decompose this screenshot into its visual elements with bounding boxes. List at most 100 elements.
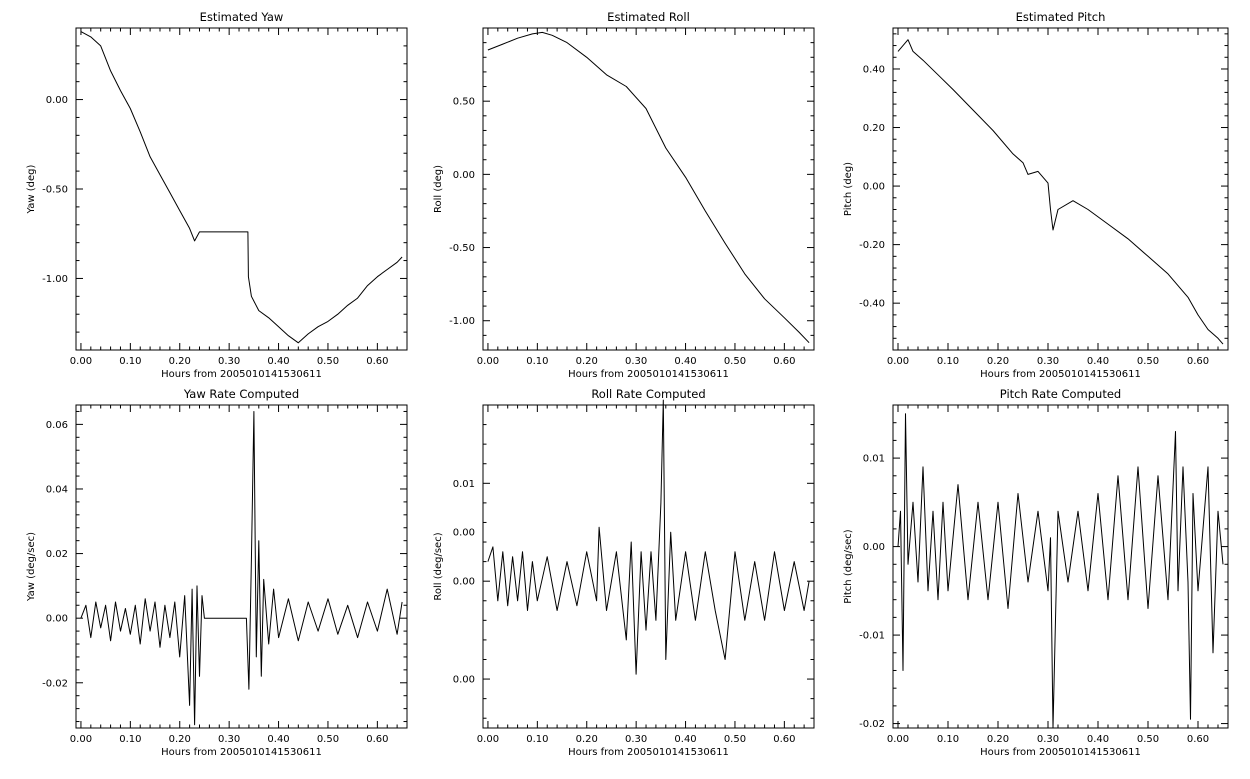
x-tick-label: 0.20 (576, 734, 598, 745)
y-tick-label: 0.00 (453, 577, 475, 588)
y-tick-label: -0.50 (42, 185, 68, 196)
chart-title: Estimated Yaw (200, 10, 284, 24)
chart-panel-1: 0.00 0.10 0.20 0.30 0.40 0.50 0.60 0.00 -0.50 -1.… (26, 10, 408, 380)
y-tick-label: 0.04 (46, 484, 68, 495)
x-tick-label: 0.60 (773, 356, 795, 367)
chart-panel-2: 0.00 0.10 0.20 0.30 0.40 0.50 0.60 0.50 0.00 -0.5… (433, 10, 815, 380)
x-tick-label: 0.10 (937, 356, 959, 367)
x-tick-label: 0.40 (1087, 356, 1109, 367)
y-tick-label: 0.20 (863, 123, 885, 134)
x-tick-label: 0.00 (477, 734, 499, 745)
y-tick-label: -0.01 (859, 631, 885, 642)
x-tick-label: 0.40 (674, 734, 696, 745)
y-tick-label: 0.00 (46, 95, 68, 106)
plot-frame (75, 404, 408, 729)
chart-title: Pitch Rate Computed (1000, 387, 1121, 401)
y-tick-label: 0.40 (863, 64, 885, 75)
x-tick-label: 0.60 (1187, 734, 1209, 745)
plot-frame (482, 404, 815, 729)
x-tick-label: 0.00 (887, 734, 909, 745)
y-tick-label: 0.02 (46, 549, 68, 560)
series-line (487, 31, 810, 344)
x-tick-label: 0.10 (526, 356, 548, 367)
chart-panel-6: 0.00 0.10 0.20 0.30 0.40 0.50 0.600.010.00-0.0… (843, 387, 1229, 758)
x-axis-label: Hours from 2005010141530611 (980, 369, 1141, 380)
x-tick-label: 0.10 (119, 356, 141, 367)
x-tick-label: 0.20 (169, 734, 191, 745)
x-tick-label: 0.20 (576, 356, 598, 367)
y-tick-label: 0.00 (453, 528, 475, 539)
chart-panel-3: 0.00 0.10 0.20 0.30 0.40 0.50 0.60 0.40 0.20 0.00… (843, 10, 1229, 380)
x-tick-label: 0.30 (1037, 734, 1059, 745)
y-tick-label: 0.06 (46, 420, 68, 431)
y-tick-label: 0.00 (863, 182, 885, 193)
chart-panel-5: 0.00 0.10 0.20 0.30 0.40 0.50 0.60 0.01 0.00 0.00… (433, 387, 815, 758)
x-tick-label: 0.10 (526, 734, 548, 745)
y-tick-label: -0.40 (859, 299, 885, 310)
x-tick-label: 0.30 (1037, 356, 1059, 367)
x-axis-label: Hours from 2005010141530611 (161, 369, 322, 380)
y-tick-label: -0.50 (449, 243, 475, 254)
x-axis-label: Hours from 2005010141530611 (161, 747, 322, 758)
y-tick-label: -1.00 (42, 274, 68, 285)
chart-title: Yaw Rate Computed (183, 387, 299, 401)
x-tick-label: 0.50 (1137, 356, 1159, 367)
x-tick-label: 0.50 (317, 356, 339, 367)
chart-title: Roll Rate Computed (591, 387, 705, 401)
y-tick-label: 0.01 (863, 454, 885, 465)
x-tick-label: 0.60 (366, 356, 388, 367)
y-tick-label: -1.00 (449, 316, 475, 327)
chart-title: Estimated Pitch (1016, 10, 1106, 24)
x-tick-label: 0.30 (218, 734, 240, 745)
x-tick-label: 0.20 (169, 356, 191, 367)
x-tick-label: 0.50 (1137, 734, 1159, 745)
x-axis-label: Hours from 2005010141530611 (568, 369, 729, 380)
y-axis-label: Pitch (deg/sec) (843, 529, 854, 604)
x-tick-label: 0.00 (70, 356, 92, 367)
x-tick-label: 0.00 (887, 356, 909, 367)
x-tick-label: 0.30 (625, 356, 647, 367)
y-axis-label: Yaw (deg/sec) (26, 532, 37, 602)
y-tick-label: 0.00 (46, 614, 68, 625)
y-tick-label: -0.02 (859, 719, 885, 730)
y-axis-label: Yaw (deg) (26, 164, 37, 214)
series-line (80, 411, 403, 726)
y-tick-label: 0.00 (453, 170, 475, 181)
plot-frame (75, 27, 408, 351)
x-tick-label: 0.50 (724, 734, 746, 745)
x-tick-label: 0.10 (119, 734, 141, 745)
plot-frame (892, 404, 1229, 729)
x-tick-label: 0.40 (1087, 734, 1109, 745)
y-tick-label: 0.00 (863, 542, 885, 553)
x-tick-label: 0.40 (674, 356, 696, 367)
y-tick-label: -0.02 (42, 678, 68, 689)
x-tick-label: 0.50 (724, 356, 746, 367)
x-tick-label: 0.00 (477, 356, 499, 367)
y-tick-label: -0.20 (859, 240, 885, 251)
x-axis-label: Hours from 2005010141530611 (568, 747, 729, 758)
x-tick-label: 0.10 (937, 734, 959, 745)
series-line (487, 399, 810, 675)
x-tick-label: 0.60 (773, 734, 795, 745)
x-tick-label: 0.50 (317, 734, 339, 745)
x-tick-label: 0.60 (366, 734, 388, 745)
x-tick-label: 0.00 (70, 734, 92, 745)
x-tick-label: 0.20 (987, 356, 1009, 367)
chart-panel-4: 0.00 0.10 0.20 0.30 0.40 0.50 0.60 0.06 0.04 0.02… (26, 387, 408, 758)
y-tick-label: 0.00 (453, 675, 475, 686)
y-axis-label: Roll (deg) (433, 165, 444, 213)
series-line (80, 31, 403, 344)
y-tick-label: 0.01 (453, 479, 475, 490)
y-axis-label: Roll (deg/sec) (433, 532, 444, 600)
y-axis-label: Pitch (deg) (843, 162, 854, 216)
x-tick-label: 0.60 (1187, 356, 1209, 367)
plot-frame (892, 27, 1229, 351)
plot-frame (482, 27, 815, 351)
x-tick-label: 0.30 (218, 356, 240, 367)
chart-title: Estimated Roll (607, 10, 690, 24)
series-line (897, 39, 1224, 345)
x-tick-label: 0.40 (267, 356, 289, 367)
x-tick-label: 0.20 (987, 734, 1009, 745)
x-tick-label: 0.40 (267, 734, 289, 745)
